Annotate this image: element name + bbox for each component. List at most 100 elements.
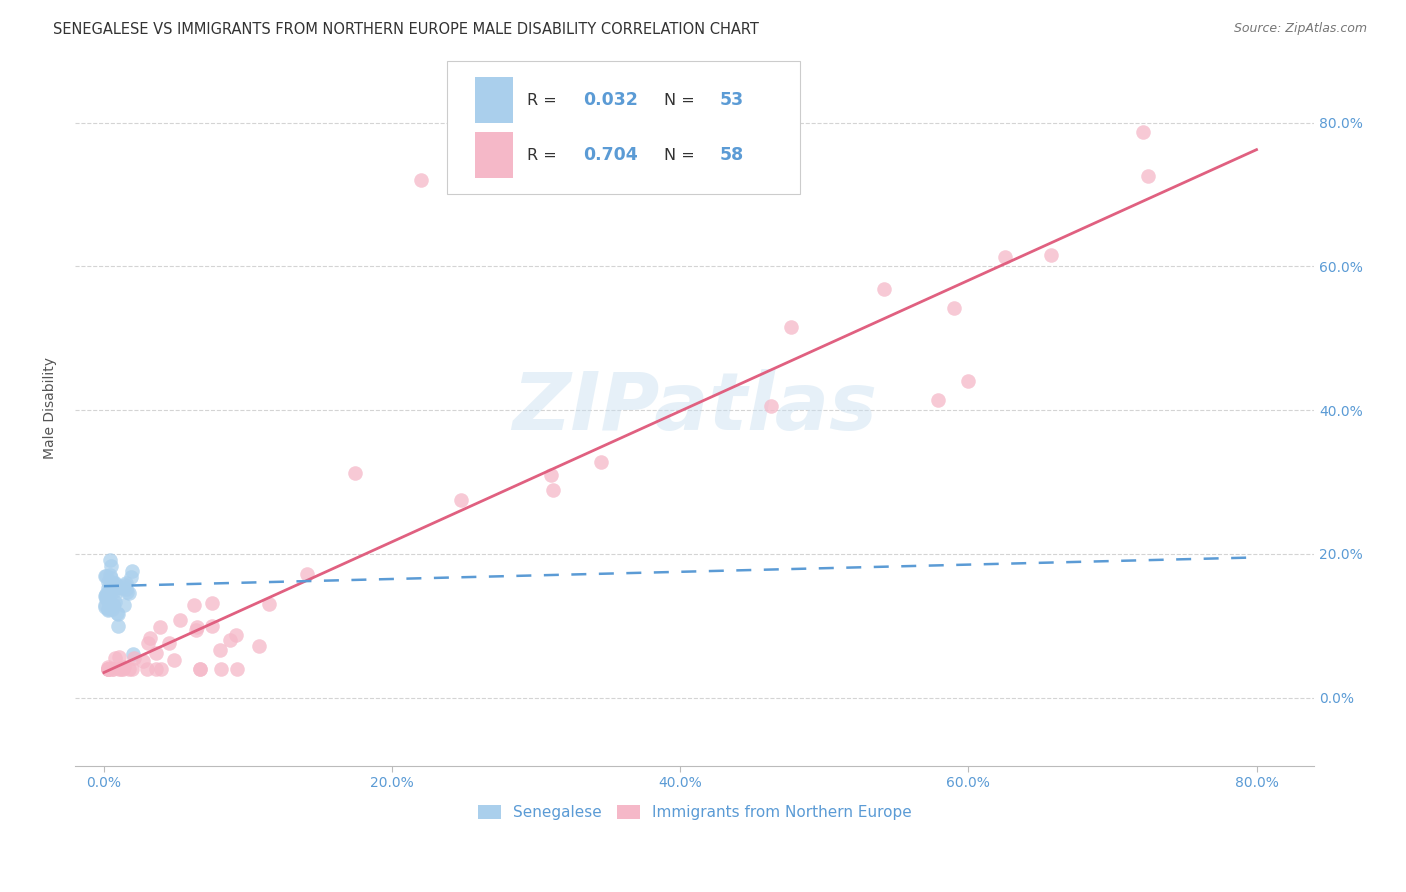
Point xyxy=(97,662,120,676)
Point xyxy=(188,662,211,676)
Point xyxy=(97,662,120,676)
Point xyxy=(103,580,125,594)
Point xyxy=(97,662,120,676)
Point xyxy=(120,569,142,583)
Text: 53: 53 xyxy=(720,91,744,109)
Point xyxy=(121,648,143,662)
Point xyxy=(183,598,205,612)
Text: Source: ZipAtlas.com: Source: ZipAtlas.com xyxy=(1233,22,1367,36)
Point xyxy=(100,571,122,585)
Point xyxy=(110,662,132,676)
Point xyxy=(118,662,141,676)
Point xyxy=(208,643,231,657)
Text: N =: N = xyxy=(664,147,700,162)
Text: N =: N = xyxy=(664,93,700,108)
Point xyxy=(201,596,224,610)
Point xyxy=(97,603,120,617)
Point xyxy=(97,587,120,601)
Point xyxy=(121,662,143,676)
Point xyxy=(543,483,565,498)
Text: R =: R = xyxy=(527,147,562,162)
Point xyxy=(957,374,980,388)
Point xyxy=(157,636,180,650)
Point xyxy=(97,592,120,607)
Point xyxy=(96,591,118,606)
Point xyxy=(186,623,208,637)
Point xyxy=(101,662,124,676)
Point xyxy=(98,552,121,566)
Point xyxy=(94,599,117,614)
Point xyxy=(100,574,122,589)
Point xyxy=(162,653,184,667)
Point xyxy=(101,577,124,591)
Point xyxy=(107,619,129,633)
Point xyxy=(97,581,120,595)
Point xyxy=(186,620,208,634)
Point xyxy=(97,662,120,676)
Text: 58: 58 xyxy=(720,146,744,164)
Point xyxy=(96,589,118,603)
Point xyxy=(105,580,128,594)
Point xyxy=(149,620,172,634)
Point xyxy=(209,662,232,676)
Point xyxy=(201,618,224,632)
Point xyxy=(121,564,143,578)
Point xyxy=(150,662,173,676)
Point xyxy=(112,581,135,595)
Point xyxy=(101,601,124,615)
Point xyxy=(98,567,121,582)
Point xyxy=(103,662,125,676)
Point xyxy=(759,399,782,413)
Point xyxy=(97,575,120,590)
Point xyxy=(112,598,135,612)
FancyBboxPatch shape xyxy=(475,132,513,178)
Point xyxy=(94,587,117,601)
Point xyxy=(107,607,129,621)
Point xyxy=(225,628,247,642)
Point xyxy=(145,662,167,676)
Point xyxy=(97,602,120,616)
Legend: Senegalese, Immigrants from Northern Europe: Senegalese, Immigrants from Northern Eur… xyxy=(471,798,918,826)
Point xyxy=(104,576,127,591)
Point xyxy=(97,660,120,674)
Point xyxy=(297,567,319,582)
Point xyxy=(343,466,366,480)
Point xyxy=(108,662,131,676)
Point xyxy=(104,576,127,591)
Point xyxy=(873,282,896,296)
Point xyxy=(409,173,432,187)
Point xyxy=(117,584,139,599)
Point xyxy=(132,654,155,668)
Point xyxy=(589,455,612,469)
Point xyxy=(97,586,120,600)
Point xyxy=(105,606,128,620)
Point xyxy=(226,662,249,676)
Text: 0.032: 0.032 xyxy=(583,91,638,109)
Point xyxy=(114,576,136,591)
Point xyxy=(103,598,125,612)
Text: R =: R = xyxy=(527,93,562,108)
Point xyxy=(104,581,127,595)
Point xyxy=(188,662,211,676)
Point xyxy=(103,583,125,598)
Y-axis label: Male Disability: Male Disability xyxy=(44,358,58,459)
Point xyxy=(93,598,115,612)
Point xyxy=(136,662,159,676)
FancyBboxPatch shape xyxy=(447,62,800,194)
Point xyxy=(927,392,949,407)
Text: ZIPatlas: ZIPatlas xyxy=(512,369,877,447)
Point xyxy=(97,583,120,598)
Point xyxy=(136,635,159,649)
Point xyxy=(111,662,134,676)
Point xyxy=(540,468,562,483)
Point xyxy=(104,595,127,609)
Point xyxy=(112,660,135,674)
Point xyxy=(103,582,125,596)
FancyBboxPatch shape xyxy=(475,77,513,123)
Point xyxy=(122,650,145,665)
Point xyxy=(169,613,191,627)
Point xyxy=(780,320,803,334)
Point xyxy=(257,597,280,611)
Point xyxy=(138,631,160,645)
Point xyxy=(96,569,118,583)
